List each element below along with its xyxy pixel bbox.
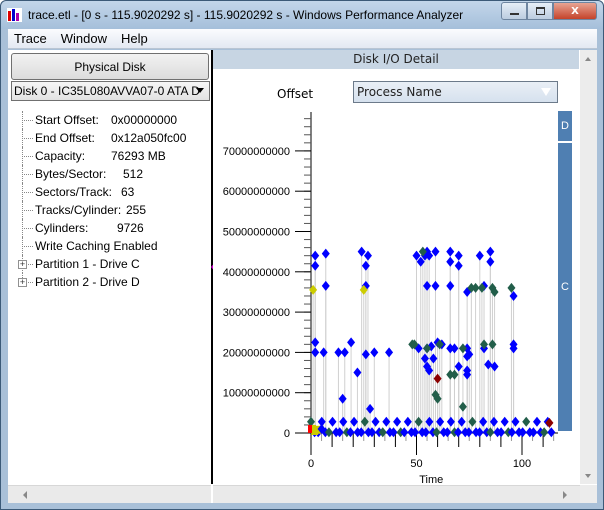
disk-properties-tree: Start Offset: 0x00000000 End Offset: 0x12a… [16, 111, 186, 291]
disk-select-value: Disk 0 - IC35L080AVVA07-0 ATA D [14, 84, 200, 98]
close-icon: X [571, 5, 579, 17]
prop-label: Start Offset: [35, 113, 99, 127]
svg-text:0: 0 [308, 458, 314, 470]
prop-label: Capacity: [35, 149, 86, 163]
tree-item: Cylinders: 9726 [16, 219, 186, 237]
partition-legend: D C [558, 111, 572, 431]
prop-value: 76293 MB [111, 149, 166, 163]
svg-text:Time: Time [419, 474, 443, 484]
size-grip[interactable] [580, 485, 597, 503]
close-button[interactable]: X [553, 2, 597, 20]
scroll-up-icon[interactable] [585, 57, 591, 61]
chevron-down-icon [541, 88, 551, 96]
menu-window[interactable]: Window [60, 31, 107, 46]
disk-io-detail-pane: Disk I/O Detail Offset Process Name 0 100… [213, 50, 597, 503]
menu-bar: Trace Window Help [8, 29, 597, 49]
tree-item: Capacity: 76293 MB [16, 147, 186, 165]
tree-item: Write Caching Enabled [16, 237, 186, 255]
client-area: Physical Disk Disk 0 - IC35L080AVVA07-0 … [8, 50, 597, 503]
title-bar[interactable]: trace.etl - [0 s - 115.9020292 s] - 115.… [1, 1, 603, 29]
disk-select[interactable]: Disk 0 - IC35L080AVVA07-0 ATA D [11, 81, 210, 101]
tree-item: End Offset: 0x12a050fc00 [16, 129, 186, 147]
partition-label: Partition 2 - Drive D [35, 275, 140, 289]
prop-label: Sectors/Track: [35, 185, 112, 199]
svg-text:70000000000: 70000000000 [223, 146, 290, 158]
tree-item: Start Offset: 0x00000000 [16, 111, 186, 129]
window-title: trace.etl - [0 s - 115.9020292 s] - 115.… [28, 8, 464, 22]
expand-plus-icon[interactable]: + [18, 259, 27, 269]
prop-value: 0x12a050fc00 [111, 131, 187, 145]
prop-label: Tracks/Cylinder: [35, 203, 122, 217]
prop-label: Bytes/Sector: [35, 167, 107, 181]
svg-text:0: 0 [284, 428, 290, 440]
maximize-icon [535, 7, 545, 15]
scroll-down-icon[interactable] [585, 474, 591, 478]
scroll-left-icon[interactable] [23, 491, 27, 499]
svg-text:30000000000: 30000000000 [223, 307, 290, 319]
prop-value: 512 [123, 167, 144, 181]
y-axis-title: Offset [277, 87, 314, 101]
chevron-down-icon [196, 88, 204, 93]
group-by-select[interactable]: Process Name [353, 81, 558, 103]
group-by-value: Process Name [357, 85, 442, 99]
tree-item: Bytes/Sector: 512 [16, 165, 186, 183]
svg-text:60000000000: 60000000000 [223, 186, 290, 198]
prop-value: 9726 [117, 221, 144, 235]
physical-disk-button[interactable]: Physical Disk [11, 53, 209, 80]
vertical-scrollbar[interactable] [580, 50, 597, 484]
disk-info-pane: Physical Disk Disk 0 - IC35L080AVVA07-0 … [8, 50, 211, 503]
tree-item: Sectors/Track: 63 [16, 183, 186, 201]
partition-label: Partition 1 - Drive C [35, 257, 140, 271]
menu-trace[interactable]: Trace [14, 31, 47, 46]
horizontal-scrollbar[interactable] [213, 485, 580, 503]
partition-c-band[interactable]: C [558, 143, 572, 431]
tree-item-partition-2[interactable]: + Partition 2 - Drive D [16, 273, 186, 291]
prop-label: Write Caching Enabled [35, 239, 158, 253]
tree-item: Tracks/Cylinder: 255 [16, 201, 186, 219]
prop-value: 0x00000000 [111, 113, 178, 127]
detail-header: Disk I/O Detail [213, 50, 579, 69]
svg-text:100: 100 [513, 458, 531, 470]
svg-text:10000000000: 10000000000 [223, 388, 290, 400]
svg-text:50000000000: 50000000000 [223, 227, 290, 239]
prop-label: Cylinders: [35, 221, 89, 235]
disk-io-scatter-chart[interactable]: 0 10000000000 20000000000 30000000000 400000… [213, 50, 579, 484]
minimize-button[interactable] [501, 2, 527, 20]
tree-item-partition-1[interactable]: + Partition 1 - Drive C [16, 255, 186, 273]
minimize-icon [509, 13, 519, 15]
left-horizontal-scrollbar[interactable] [8, 485, 211, 503]
maximize-button[interactable] [527, 2, 553, 20]
partition-d-band[interactable]: D [558, 111, 572, 141]
scroll-right-icon[interactable] [563, 491, 567, 499]
svg-text:40000000000: 40000000000 [223, 267, 290, 279]
expand-plus-icon[interactable]: + [18, 277, 27, 287]
svg-text:50: 50 [410, 458, 422, 470]
svg-text:20000000000: 20000000000 [223, 347, 290, 359]
menu-help[interactable]: Help [121, 31, 148, 46]
prop-value: 63 [121, 185, 135, 199]
prop-value: 255 [126, 203, 147, 217]
prop-label: End Offset: [35, 131, 95, 145]
wpa-app-icon [7, 8, 22, 22]
